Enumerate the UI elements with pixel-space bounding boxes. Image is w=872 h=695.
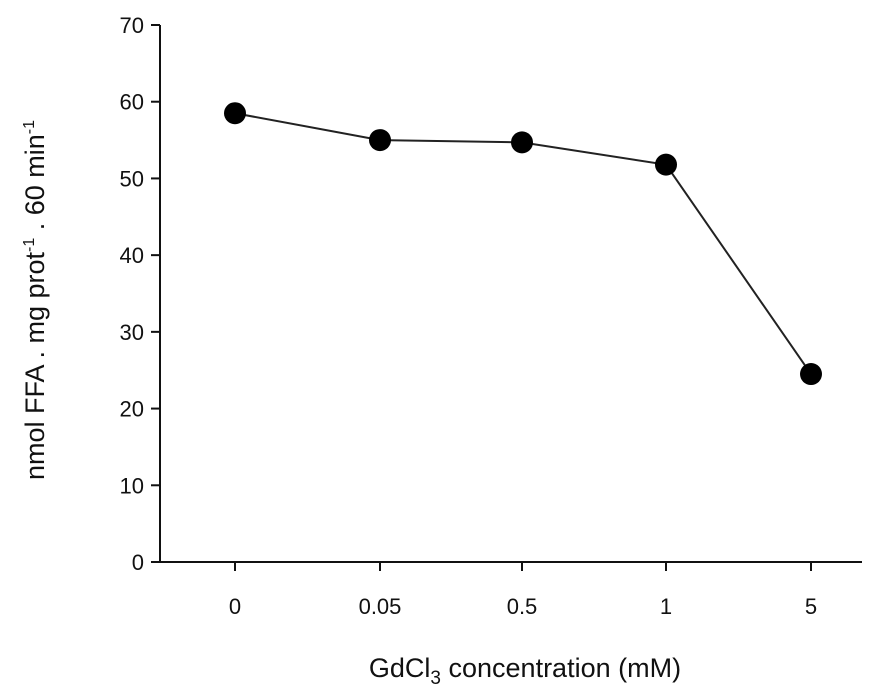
data-point	[511, 131, 533, 154]
y-tick-label: 30	[120, 320, 144, 345]
x-tick-label: 5	[805, 594, 817, 619]
y-tick-label: 40	[120, 243, 144, 268]
y-tick-label: 10	[120, 473, 144, 498]
plot-area	[224, 102, 822, 386]
data-point	[800, 363, 822, 386]
x-tick-label: 0	[229, 594, 241, 619]
x-tick-label: 1	[660, 594, 672, 619]
x-tick-label: 0.5	[507, 594, 538, 619]
y-tick-label: 20	[120, 397, 144, 422]
y-tick-label: 70	[120, 13, 144, 38]
y-axis-label: nmol FFA . mg prot-1 . 60 min-1	[20, 120, 50, 480]
data-point	[655, 153, 677, 176]
y-tick-label: 50	[120, 166, 144, 191]
y-tick-label: 60	[120, 90, 144, 115]
x-axis-label: GdCl3 concentration (mM)	[369, 653, 681, 689]
data-point	[224, 102, 246, 125]
data-point	[369, 129, 391, 152]
x-tick-label: 0.05	[359, 594, 402, 619]
y-axis: 0 10 20 30 40 50 60 70	[120, 13, 161, 575]
y-tick-label: 0	[132, 550, 144, 575]
x-axis: 0 0.05 0.5 1 5	[160, 561, 862, 619]
